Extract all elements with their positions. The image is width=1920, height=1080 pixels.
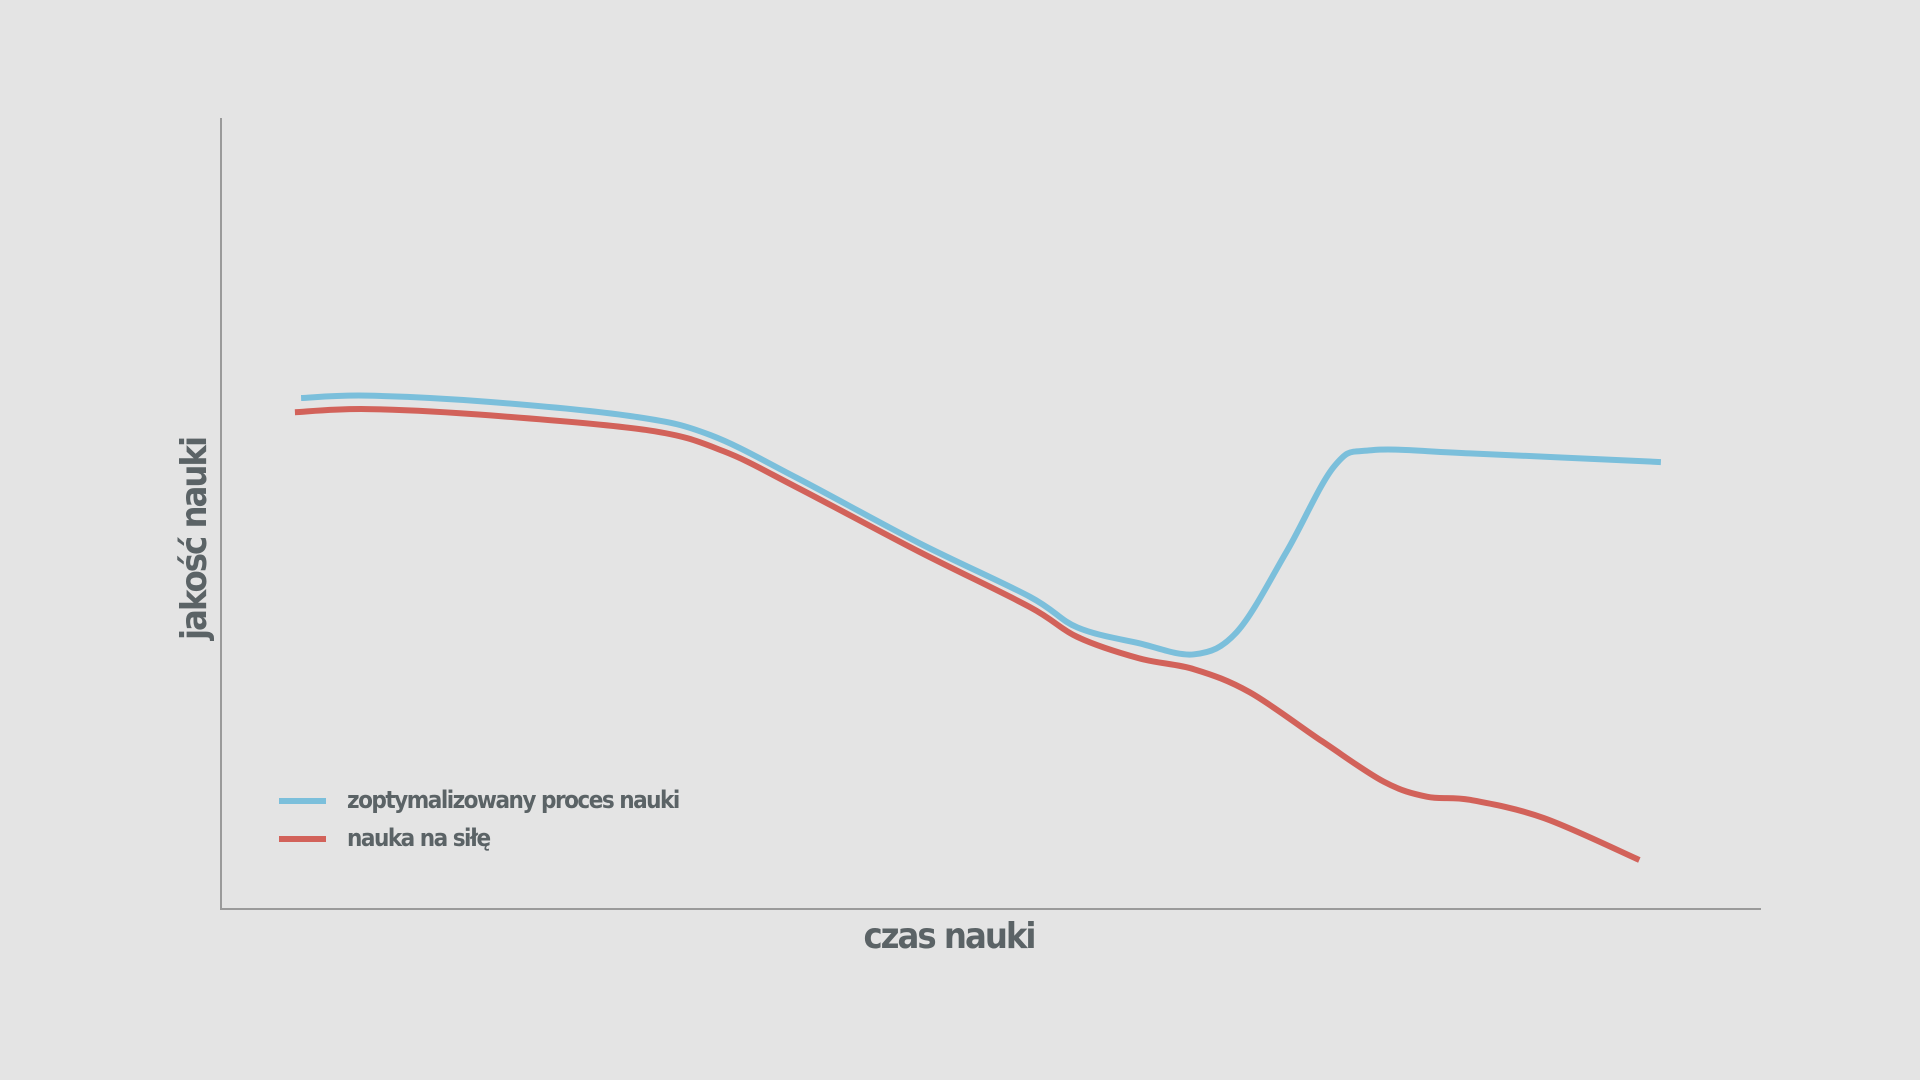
x-axis-title: czas nauki <box>863 916 1034 957</box>
y-axis-title: jakość nauki <box>174 438 215 642</box>
legend-label: nauka na siłę <box>347 824 490 852</box>
legend-label: zoptymalizowany proces nauki <box>347 786 679 814</box>
series-line <box>294 406 1641 863</box>
series-line <box>300 392 1662 658</box>
